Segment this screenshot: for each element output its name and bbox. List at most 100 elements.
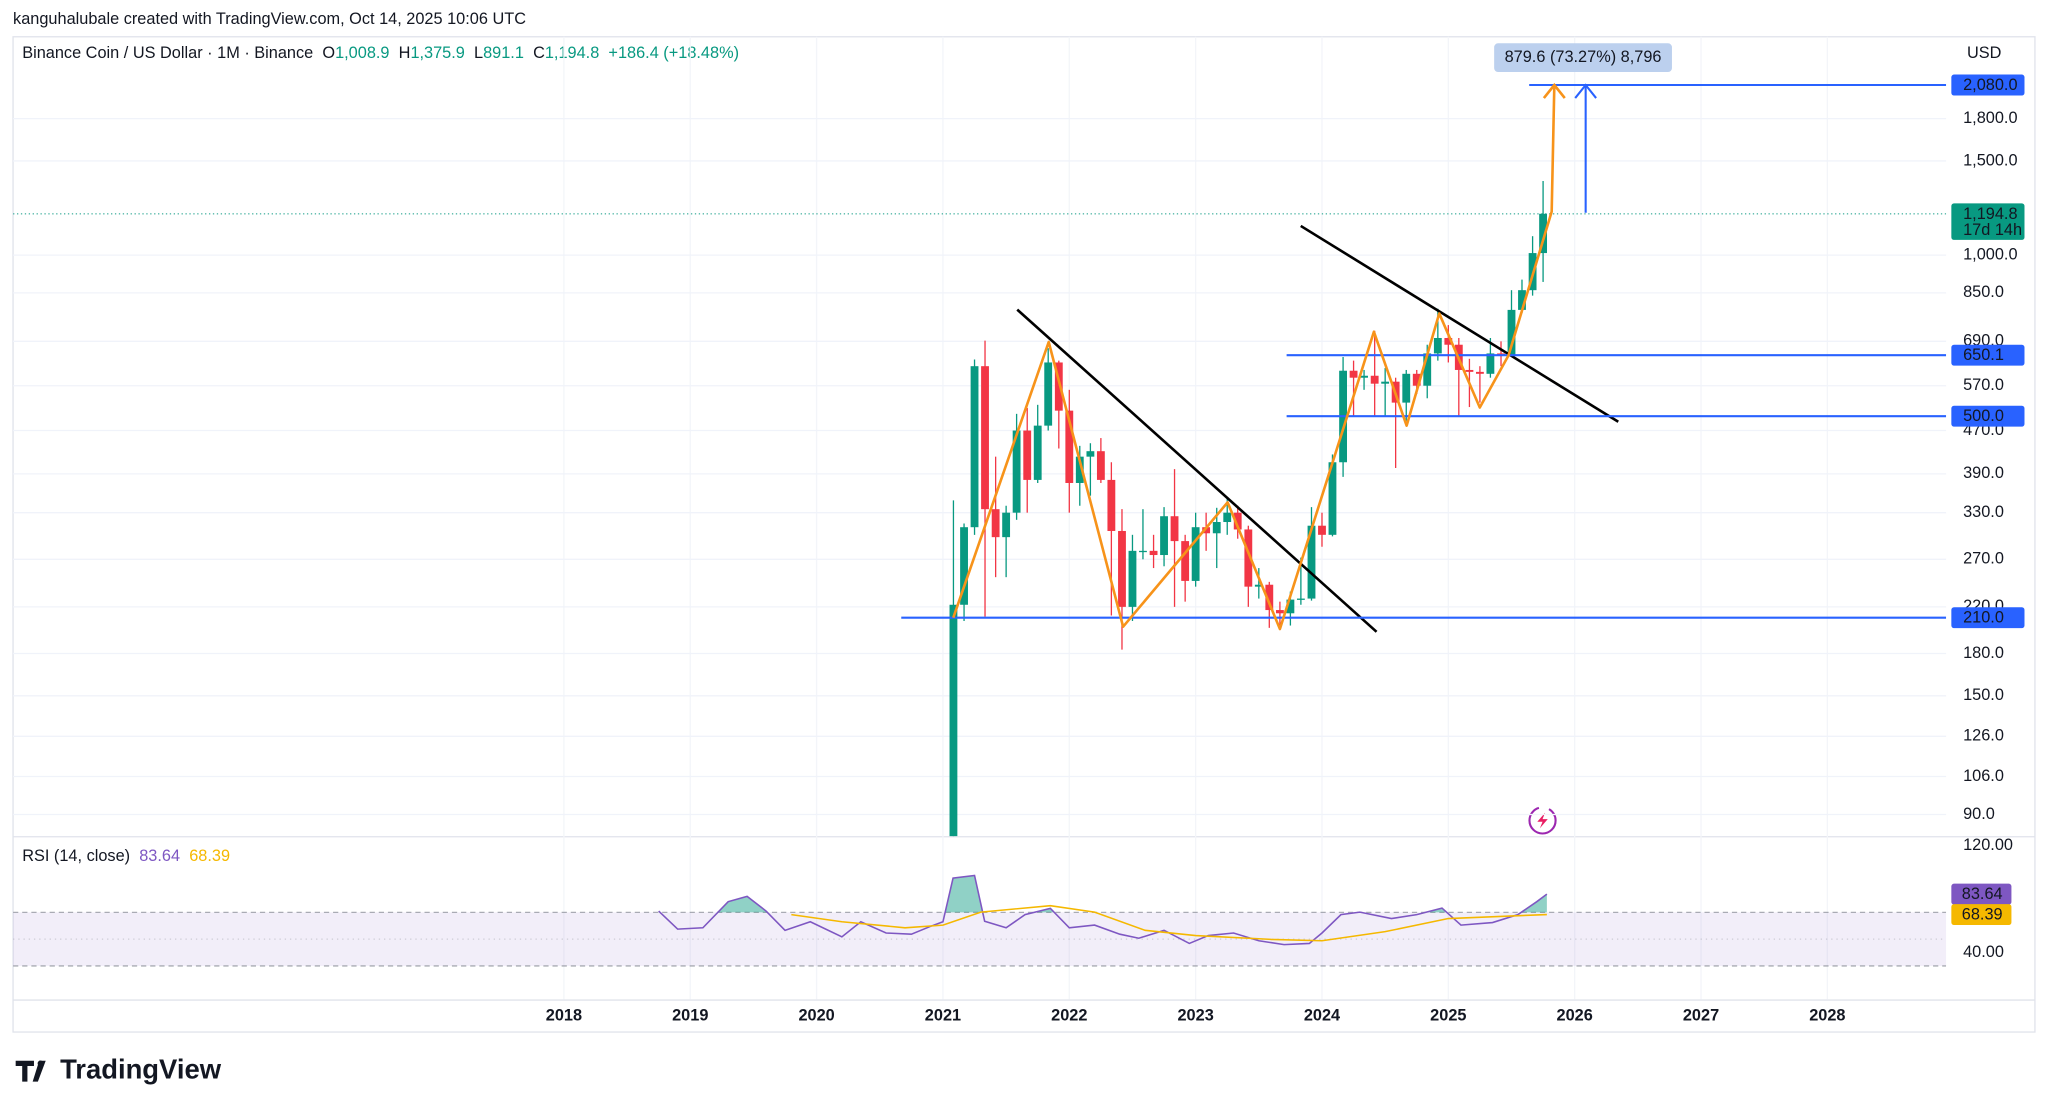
rsi-plot xyxy=(13,874,1947,967)
ohlc-value: 1,194.8 xyxy=(545,44,599,62)
candle-body xyxy=(1275,610,1284,614)
logo-text: TradingView xyxy=(60,1053,222,1084)
y-tick-label: 270.0 xyxy=(1963,550,2004,568)
alert-icon xyxy=(1528,806,1557,835)
candle-body xyxy=(1318,525,1326,535)
x-tick-label: 2020 xyxy=(798,1007,834,1025)
y-tick-label: 330.0 xyxy=(1963,503,2004,521)
ohlc-key: L xyxy=(474,44,483,62)
x-tick-label: 2018 xyxy=(546,1007,582,1025)
last-price-tag xyxy=(1951,203,2025,240)
y-tick-label: 150.0 xyxy=(1963,686,2004,704)
candle-body xyxy=(1465,369,1474,372)
alert-icon-bolt xyxy=(1537,812,1548,829)
x-tick-label: 2021 xyxy=(925,1007,961,1025)
candle-body xyxy=(1233,512,1242,530)
candle-body xyxy=(1160,516,1168,556)
x-tick-label: 2025 xyxy=(1430,1007,1466,1025)
candle-body xyxy=(1139,550,1147,553)
candle-body xyxy=(1328,462,1337,535)
candle-body xyxy=(1149,550,1158,556)
rsi-header: RSI (14, close) 83.64 68.39 xyxy=(22,847,230,865)
y-tick-label: 570.0 xyxy=(1963,376,2004,394)
watermark: kanguhalubale created with TradingView.c… xyxy=(13,10,526,28)
candle-body xyxy=(1181,541,1190,581)
rsi-tick-label: 120.00 xyxy=(1963,836,2013,854)
rsi-value-tag-label: 83.64 xyxy=(1962,885,2003,903)
ohlc-value: 891.1 xyxy=(483,44,524,62)
candle-body xyxy=(1349,370,1358,378)
candle-body xyxy=(1086,451,1095,457)
candle-body xyxy=(1065,410,1074,483)
candle-body xyxy=(1118,530,1126,607)
candle-body xyxy=(1191,527,1200,581)
ohlc-value: 1,008.9 xyxy=(335,44,389,62)
price-plot xyxy=(13,82,1947,837)
candle-body xyxy=(1433,337,1442,354)
candle-body xyxy=(1096,451,1105,480)
zigzag-arrowhead xyxy=(1542,82,1566,99)
alert-icon-ring xyxy=(1528,806,1557,835)
candle-body xyxy=(1423,353,1432,386)
ohlc-value: 1,375.9 xyxy=(410,44,464,62)
rsi-line xyxy=(658,874,1548,946)
overbought-fill xyxy=(658,875,1547,913)
y-tick-label: 180.0 xyxy=(1963,644,2004,662)
rsi-value-tag xyxy=(1951,883,2012,905)
currency: USD xyxy=(1967,44,2001,62)
x-tick-label: 2019 xyxy=(672,1007,708,1025)
candle-body xyxy=(949,604,958,837)
candle-body xyxy=(1254,584,1263,587)
candle-body xyxy=(1265,584,1274,611)
x-tick-label: 2027 xyxy=(1683,1007,1719,1025)
candle-body xyxy=(1033,425,1042,480)
measure-arrowhead xyxy=(1574,83,1597,99)
zigzag-line xyxy=(952,84,1556,631)
y-tick-label: 126.0 xyxy=(1963,727,2004,745)
price-line-label: 210.0 xyxy=(1963,609,2004,627)
candle-body xyxy=(1212,522,1221,534)
candle-body xyxy=(1202,527,1211,534)
logo-icon-dot xyxy=(37,1060,44,1067)
candle-body xyxy=(1412,373,1421,386)
candle-body xyxy=(1223,512,1232,523)
y-tick-label: 90.0 xyxy=(1963,805,1995,823)
candle-body xyxy=(1475,371,1484,374)
trendline xyxy=(1016,308,1378,633)
ohlc-key: C xyxy=(533,44,545,62)
rsi-value-tag-label: 68.39 xyxy=(1962,906,2003,924)
x-tick-label: 2022 xyxy=(1051,1007,1087,1025)
candle-body xyxy=(1054,362,1063,411)
x-tick-label: 2028 xyxy=(1809,1007,1845,1025)
candle-body xyxy=(1044,362,1053,426)
candle-body xyxy=(1381,381,1390,384)
measure-label: 879.6 (73.27%) 8,796 xyxy=(1505,48,1662,66)
candle-body xyxy=(1296,598,1305,600)
candle-body xyxy=(1486,353,1495,374)
rsi-title: RSI (14, close) xyxy=(22,847,130,865)
candle-body xyxy=(1539,213,1548,254)
x-tick-label: 2026 xyxy=(1557,1007,1593,1025)
candle-body xyxy=(981,366,989,510)
price-line-tag xyxy=(1951,607,2025,629)
y-tick-label: 1,500.0 xyxy=(1963,151,2017,169)
countdown-label: 17d 14h xyxy=(1963,221,2022,239)
y-tick-label: 850.0 xyxy=(1963,283,2004,301)
y-tick-label: 390.0 xyxy=(1963,464,2004,482)
candle-body xyxy=(1286,599,1295,614)
y-tick-label: 1,800.0 xyxy=(1963,109,2017,127)
last-price-label: 1,194.8 xyxy=(1963,205,2017,223)
candle-body xyxy=(1002,512,1011,538)
price-line-label: 2,080.0 xyxy=(1963,76,2017,94)
symbol: Binance Coin / US Dollar · 1M · Binance xyxy=(22,44,313,62)
logo: TradingView xyxy=(15,1053,222,1084)
candle-body xyxy=(1023,430,1032,480)
ohlc-key: O xyxy=(322,44,335,62)
x-tick-label: 2023 xyxy=(1177,1007,1213,1025)
candle-body xyxy=(1360,375,1368,378)
trendline xyxy=(1300,224,1619,423)
rsi-tick-label: 40.00 xyxy=(1963,943,2004,961)
candle-body xyxy=(1307,525,1316,599)
